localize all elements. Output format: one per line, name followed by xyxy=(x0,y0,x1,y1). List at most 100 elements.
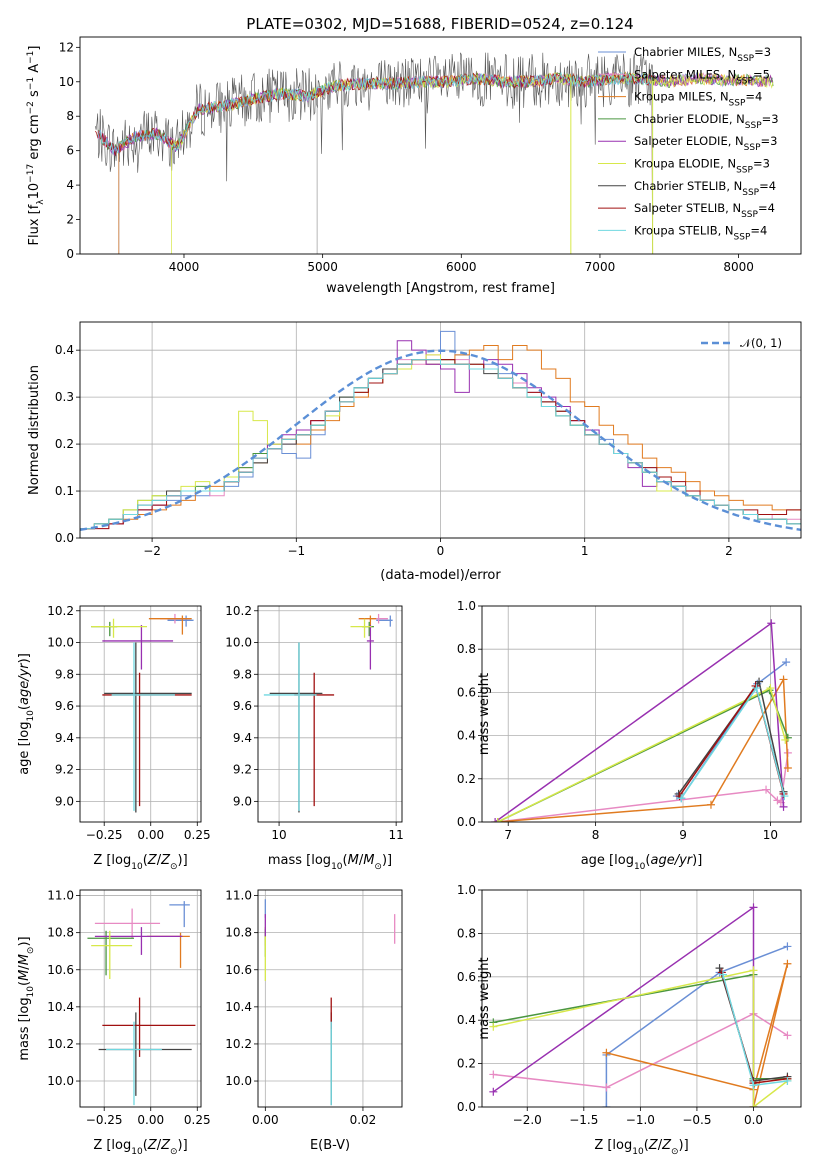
axes-frame xyxy=(79,36,802,255)
x-tick-label: −0.5 xyxy=(682,1113,711,1127)
weights-plot-area xyxy=(491,619,792,822)
x-tick-label: 8000 xyxy=(723,260,754,274)
y-tick-label: 10.6 xyxy=(225,963,252,977)
y-tick-label: 0.3 xyxy=(55,390,74,404)
errorbar-plot-area xyxy=(87,901,196,1106)
weight-marker-kroupa-stelib xyxy=(677,794,686,803)
weight-marker-kroupa-stelib xyxy=(783,1076,792,1085)
axes-frame xyxy=(481,889,802,1108)
y-tick-label: 10.2 xyxy=(47,604,74,618)
y-tick-label: 9.4 xyxy=(233,731,252,745)
spectrum-y-axis-label: Flux [fλ10−17 erg cm−2 s−1 A−1] xyxy=(26,46,46,246)
axes-errorbar-3: 10 11 9.0 9.2 9.4 9.6 9.8 10.0 10.2 mass [log10(M… xyxy=(225,604,404,872)
weight-marker-kroupa-elodie xyxy=(493,818,502,822)
weight-marker-kroupa-miles xyxy=(783,764,792,772)
weight-marker-salpeter-elodie xyxy=(779,802,788,811)
spectrum-salpeter-stelib xyxy=(94,72,654,254)
weight-line-kroupa-elodie xyxy=(493,969,788,1107)
weights-x-axis-label-7: Z [log10(Z/Z⊙)] xyxy=(594,1138,688,1157)
axes-errorbar-2: −0.25 0.00 0.25 9.0 9.2 9.4 9.6 9.8 10.0 10.2 Z [l… xyxy=(17,604,211,872)
y-tick-label: 6 xyxy=(66,144,74,158)
weight-marker-kroupa-miles xyxy=(602,1048,611,1057)
axes-weights-7: −2.0 −1.5 −1.0 −0.5 0.0 0.0 0.2 0.4 0.6 0.8 1.0 Z [… xyxy=(457,883,802,1157)
weight-marker-kroupa-elodie xyxy=(749,966,758,975)
legend-label: Salpeter ELODIE, NSSP=3 xyxy=(634,134,777,153)
errorbar-y-axis-label-5: mass [log10(M/M⊙)] xyxy=(17,936,36,1060)
weight-marker-kroupa-stelib xyxy=(718,970,727,979)
x-tick-label: 0.0 xyxy=(744,1113,763,1127)
x-tick-label: 8 xyxy=(592,828,600,842)
y-tick-label: 9.0 xyxy=(55,794,74,808)
x-tick-label: 0.02 xyxy=(350,1113,377,1127)
weight-marker-kroupa-miles xyxy=(779,675,788,684)
histogram-x-axis-label: (data-model)/error xyxy=(380,568,501,583)
weight-marker-salpeter-miles xyxy=(762,785,771,794)
spectrum-x-axis-label: wavelength [Angstrom, rest frame] xyxy=(326,281,555,296)
axes-frame xyxy=(79,889,202,1108)
y-tick-label: 9.8 xyxy=(233,667,252,681)
x-tick-label: 11 xyxy=(389,828,404,842)
weight-marker-salpeter-elodie xyxy=(491,818,500,822)
weight-line-chabrier-elodie xyxy=(497,689,789,822)
weight-marker-kroupa-miles xyxy=(783,959,792,968)
y-tick-label: 10.4 xyxy=(47,1000,74,1014)
legend-label: Kroupa STELIB, NSSP=4 xyxy=(634,223,767,242)
weight-marker-kroupa-stelib xyxy=(752,684,761,693)
y-tick-label: 9.2 xyxy=(233,763,252,777)
y-tick-label: 10.8 xyxy=(47,926,74,940)
x-tick-label: 7000 xyxy=(585,260,616,274)
x-tick-label: 5000 xyxy=(307,260,338,274)
errorbar-plot-area xyxy=(263,613,393,813)
weight-marker-salpeter-elodie xyxy=(767,619,776,628)
y-tick-label: 0.2 xyxy=(457,772,476,786)
axes-frame xyxy=(79,605,202,823)
y-tick-label: 0 xyxy=(66,247,74,261)
weight-line-salpeter-elodie xyxy=(492,905,755,1107)
y-tick-label: 8 xyxy=(66,109,74,123)
y-tick-label: 0.4 xyxy=(55,343,74,357)
x-tick-label: 0.25 xyxy=(184,828,211,842)
y-tick-label: 10.2 xyxy=(47,1037,74,1051)
y-tick-label: 0.8 xyxy=(457,642,476,656)
weight-marker-salpeter-miles xyxy=(489,1070,498,1079)
weight-marker-kroupa-elodie xyxy=(781,735,790,744)
axes-histogram: −2 −1 0 1 2 0.0 0.1 0.2 0.3 0.4 (data-model)/error… xyxy=(27,321,802,583)
errorbar-x-axis-label-3: mass [log10(M/M⊙)] xyxy=(268,853,392,872)
weight-line-kroupa-miles xyxy=(606,963,789,1107)
x-tick-label: 2 xyxy=(725,544,733,558)
x-tick-label: 7 xyxy=(504,828,512,842)
x-tick-label: 10 xyxy=(763,828,778,842)
legend-label: Chabrier STELIB, NSSP=4 xyxy=(634,179,776,198)
x-tick-label: 10 xyxy=(271,828,286,842)
weight-marker-chabrier-miles xyxy=(782,658,791,667)
y-tick-label: 1.0 xyxy=(457,599,476,613)
x-tick-label: −1 xyxy=(287,544,305,558)
legend-label: Kroupa ELODIE, NSSP=3 xyxy=(634,157,770,176)
y-tick-label: 10.4 xyxy=(225,1000,252,1014)
y-tick-label: 10.2 xyxy=(225,1037,252,1051)
x-tick-label: −1.5 xyxy=(569,1113,598,1127)
x-tick-label: 0.00 xyxy=(137,828,164,842)
x-tick-label: −0.25 xyxy=(86,1113,123,1127)
histogram-kroupa-elodie xyxy=(80,354,801,538)
y-tick-label: 0.6 xyxy=(457,970,476,984)
weight-line-salpeter-miles xyxy=(497,752,789,822)
weight-marker-chabrier-miles xyxy=(783,942,792,951)
axes-frame xyxy=(79,321,802,539)
x-tick-label: 0.00 xyxy=(137,1113,164,1127)
axes-frame xyxy=(257,889,403,1108)
y-tick-label: 0.2 xyxy=(457,1057,476,1071)
y-tick-label: 0.0 xyxy=(457,815,476,829)
x-tick-label: 4000 xyxy=(169,260,200,274)
weight-marker-kroupa-elodie xyxy=(749,1103,758,1107)
y-tick-label: 12 xyxy=(59,40,74,54)
y-tick-label: 0.0 xyxy=(457,1100,476,1114)
y-tick-label: 0.1 xyxy=(55,484,74,498)
x-tick-label: −2.0 xyxy=(513,1113,542,1127)
weight-marker-kroupa-elodie xyxy=(766,684,775,693)
spectrum-plot-area xyxy=(94,52,774,254)
x-tick-label: −2 xyxy=(143,544,161,558)
x-tick-label: 1 xyxy=(581,544,589,558)
spectrum-kroupa-stelib xyxy=(97,71,654,254)
x-tick-label: 0 xyxy=(437,544,445,558)
